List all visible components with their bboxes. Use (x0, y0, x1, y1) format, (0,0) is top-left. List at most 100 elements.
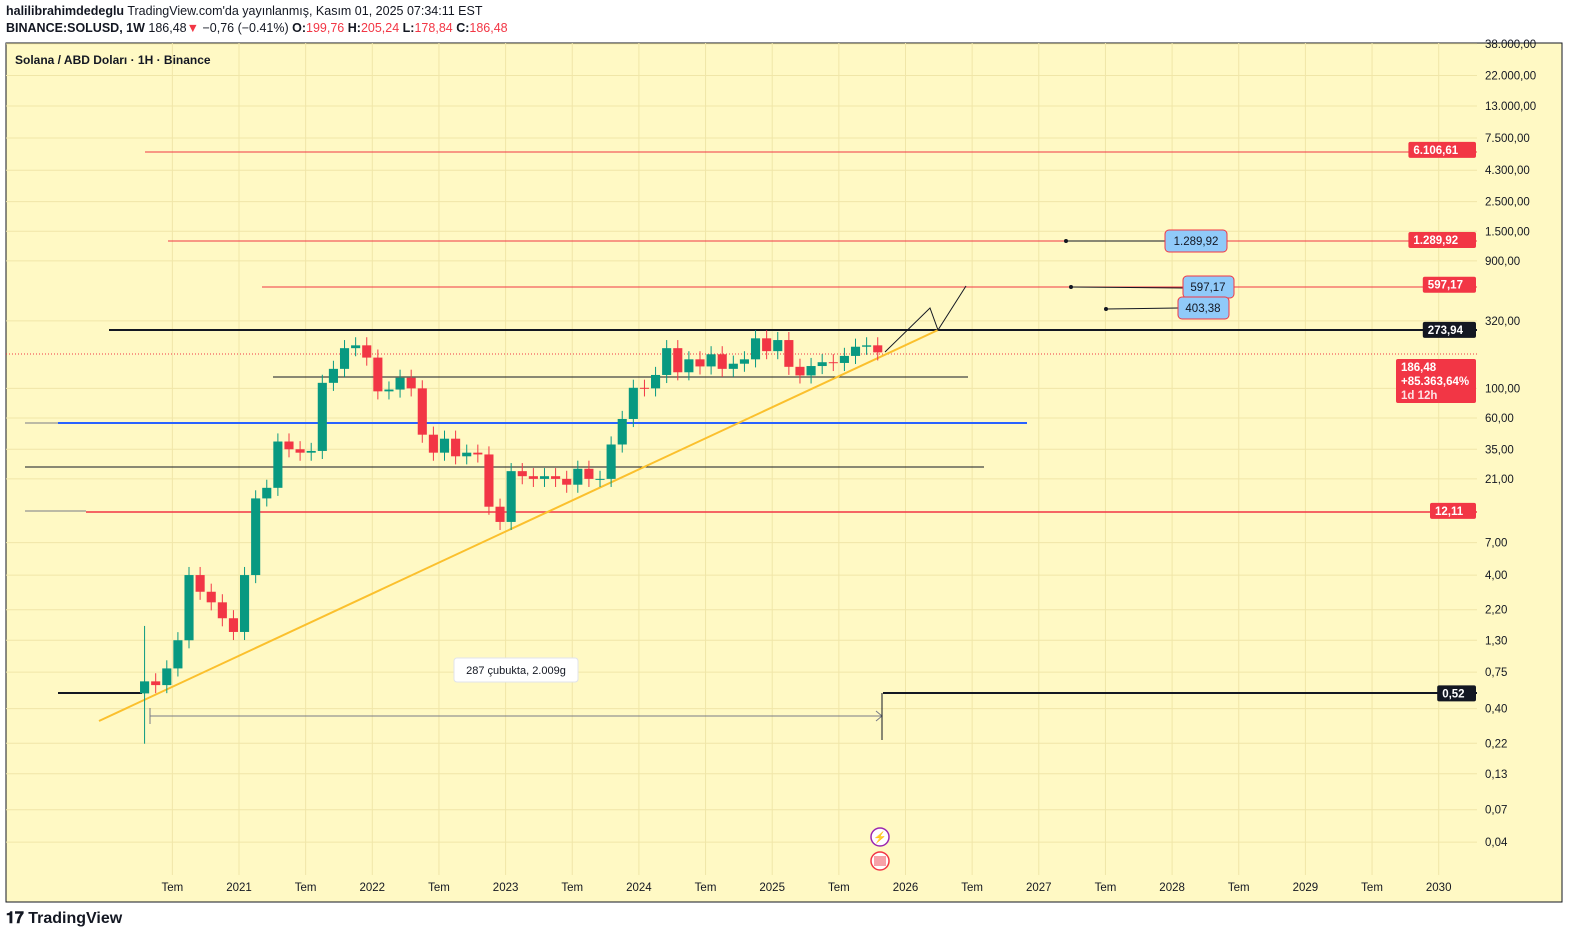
projection-path[interactable] (884, 285, 967, 353)
candle (195, 575, 205, 592)
candle (706, 354, 716, 367)
candle (651, 374, 661, 389)
candle (750, 338, 761, 360)
time-axis[interactable]: Tem 2021 Tem 2022 Tem 2023 Tem 2024 Tem 2025 Tem 20… (161, 882, 1451, 894)
candle (817, 362, 827, 367)
candle (140, 681, 150, 694)
candle (617, 418, 627, 445)
price-label: 12,11 (1435, 506, 1464, 518)
svg-text:⚡: ⚡ (873, 831, 887, 844)
price-label-bg (1422, 276, 1476, 293)
candle (273, 441, 283, 488)
candle (673, 348, 683, 373)
candle (862, 345, 872, 347)
y-tick-label: 1,30 (1485, 635, 1507, 647)
x-tick-label: 2027 (1026, 882, 1052, 894)
x-tick-label: Tem (1228, 882, 1250, 894)
candle (806, 366, 816, 376)
candle (339, 348, 350, 369)
candle (506, 471, 516, 522)
candle (850, 346, 861, 356)
price-axis[interactable]: 38.000,00 22.000,00 13.000,00 7.500,00 4.300… (1485, 39, 1536, 849)
lightning-event-icon[interactable] (870, 827, 890, 847)
y-tick-label: 21,00 (1485, 474, 1514, 486)
x-tick-label: Tem (295, 882, 317, 894)
candle (384, 389, 394, 392)
y-tick-label: 0,75 (1485, 667, 1507, 679)
candle (262, 487, 272, 499)
candle (306, 450, 316, 453)
y-tick-label: 22.000,00 (1485, 71, 1536, 83)
price-label-bg (1430, 502, 1476, 519)
y-tick-label: 13.000,00 (1485, 101, 1536, 113)
x-tick-label: 2026 (893, 882, 919, 894)
candle (573, 468, 583, 485)
x-tick-label: 2022 (360, 882, 386, 894)
candle (451, 438, 461, 457)
chart-area[interactable] (5, 42, 1563, 903)
tradingview-logo: 𝟏𝟕 TradingView (6, 910, 123, 927)
y-tick-label: 35,00 (1485, 444, 1514, 456)
x-tick-label: 2023 (493, 882, 519, 894)
drawings[interactable]: 287 çubukta, 2.009g 1.289,92 597,17 403,… (6, 151, 1477, 740)
x-tick-label: 2028 (1159, 882, 1185, 894)
candle (328, 368, 338, 383)
y-tick-label: 320,00 (1485, 316, 1520, 328)
candle (595, 478, 605, 480)
candle (284, 441, 294, 450)
svg-text:+85.363,64%: +85.363,64% (1401, 376, 1469, 388)
candles (140, 330, 883, 744)
candle (373, 357, 383, 392)
candle (251, 498, 261, 576)
candle (728, 363, 738, 369)
candle (351, 345, 361, 349)
candle (873, 345, 883, 353)
price-label: 597,17 (1428, 280, 1463, 292)
price-label-bg (1422, 321, 1476, 338)
x-tick-label: Tem (561, 882, 583, 894)
current-price-label: 186,48 +85.363,64% 1d 12h (1396, 359, 1476, 403)
candle (628, 387, 638, 419)
candle (462, 452, 472, 457)
callout-403[interactable] (1177, 296, 1230, 320)
y-tick-label: 0,07 (1485, 805, 1507, 817)
y-tick-label: 4,00 (1485, 570, 1507, 582)
callout-1289[interactable] (1164, 229, 1228, 253)
candle (684, 359, 694, 373)
candle (151, 681, 161, 686)
x-tick-label: Tem (161, 882, 183, 894)
candle (584, 468, 594, 479)
candle (539, 476, 550, 479)
symbol-info: BINANCE:SOLUSD, 1W 186,48▼ −0,76 (−0.41%… (6, 21, 508, 35)
price-label-bg (1408, 232, 1476, 249)
range-label: 287 çubukta, 2.009g (466, 665, 566, 677)
candle (473, 452, 483, 455)
candle (839, 355, 849, 363)
candle (828, 362, 838, 364)
price-label-bg (1437, 685, 1476, 702)
candle (484, 454, 494, 507)
y-tick-label: 0,22 (1485, 738, 1507, 750)
y-tick-label: 60,00 (1485, 413, 1514, 425)
candle (784, 340, 794, 367)
price-label: 273,94 (1428, 325, 1464, 337)
y-tick-label: 7.500,00 (1485, 133, 1530, 145)
down-arrow-icon: ▼ (186, 21, 199, 35)
y-tick-label: 2.500,00 (1485, 197, 1530, 209)
callout-text: 597,17 (1190, 282, 1225, 294)
range-tooltip (453, 657, 579, 683)
price-label-bg (1408, 141, 1476, 158)
price-label: 6.106,61 (1413, 145, 1458, 157)
candle (795, 366, 805, 376)
x-tick-label: 2030 (1426, 882, 1452, 894)
candle (395, 377, 405, 390)
y-tick-label: 7,00 (1485, 538, 1507, 550)
x-tick-label: 2029 (1293, 882, 1319, 894)
x-tick-label: Tem (428, 882, 450, 894)
candle (662, 348, 672, 375)
x-tick-label: Tem (1095, 882, 1117, 894)
y-tick-label: 2,20 (1485, 605, 1507, 617)
candle (439, 438, 450, 453)
trendline[interactable] (98, 329, 939, 722)
